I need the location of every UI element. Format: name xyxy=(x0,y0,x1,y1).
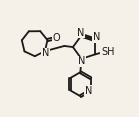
Text: N: N xyxy=(93,32,100,42)
Text: N: N xyxy=(78,56,85,66)
Text: SH: SH xyxy=(101,47,115,57)
Text: O: O xyxy=(53,33,60,43)
Text: N: N xyxy=(77,28,84,38)
Text: N: N xyxy=(85,86,92,96)
Text: N: N xyxy=(42,48,49,58)
